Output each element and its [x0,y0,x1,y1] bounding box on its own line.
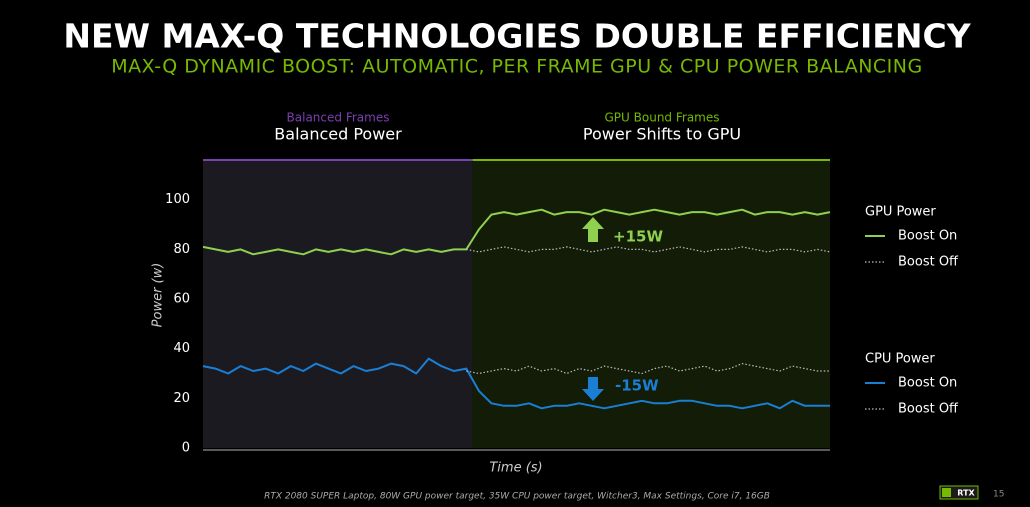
legend-label: Boost Off [898,402,959,417]
region-background [203,160,473,448]
legend-title-highlight: GPU [865,205,892,220]
series-line [202,208,831,256]
down-arrow [582,377,604,401]
slide-title: NEW MAX-Q TECHNOLOGIES DOUBLE EFFICIENCY [63,17,971,56]
legend-label: Boost On [898,376,957,391]
series-line [202,357,830,410]
region-subheading: Power Shifts to GPU [583,125,741,144]
footnote: RTX 2080 SUPER Laptop, 80W GPU power tar… [264,492,770,502]
y-tick-label: 80 [173,242,190,257]
slide-subtitle: MAX-Q DYNAMIC BOOST: AUTOMATIC, PER FRAM… [111,56,922,78]
y-tick-label: 60 [173,292,190,307]
y-tick-label: 100 [165,192,190,207]
legend-label: Boost On [898,229,957,244]
y-axis-label: Power (w) [151,263,166,328]
x-axis-label: Time (s) [489,461,542,476]
legend-label: Boost Off [898,255,959,270]
series-line [466,246,831,253]
page-number: 15 [993,490,1004,500]
region-heading: Balanced Frames [287,111,390,125]
y-tick-label: 20 [173,391,190,406]
region-background [472,160,830,448]
legend-title-highlight: CPU [865,352,891,367]
legend-title: Power [896,205,936,220]
annotation: +15W [613,228,663,246]
annotation: -15W [615,377,659,395]
logo-text: RTX [957,489,975,498]
series-line [466,363,830,375]
region-subheading: Balanced Power [274,125,402,144]
region-heading: GPU Bound Frames [605,111,720,125]
y-tick-label: 40 [173,341,190,356]
up-arrow [582,217,604,242]
y-tick-label: 0 [182,441,190,456]
legend-title: Power [895,352,935,367]
logo-eye [942,488,951,497]
